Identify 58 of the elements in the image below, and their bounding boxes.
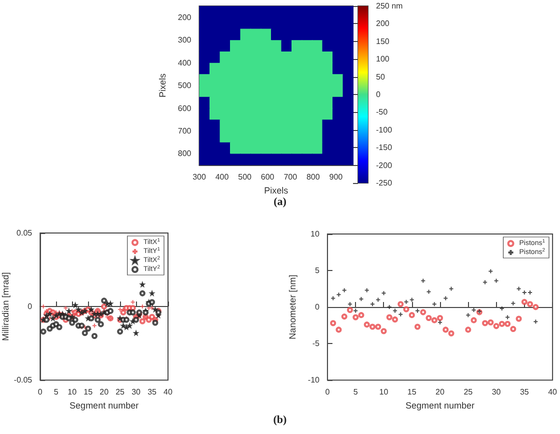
x-tick-label: 40 xyxy=(548,388,558,397)
text: (b) xyxy=(273,414,287,426)
x-tick-label: 10 xyxy=(68,388,78,397)
x-tick-label: 35 xyxy=(148,388,158,397)
y-tick-label: 0 xyxy=(28,302,33,312)
color-bar-label: 200 xyxy=(376,19,390,28)
x-tick-label: 5 xyxy=(54,388,59,397)
y-tick-label: 200 xyxy=(178,12,192,22)
y-tick-label: -0.05 xyxy=(14,376,33,385)
y-tick-label: 0 xyxy=(315,302,320,312)
x-tick-label: 15 xyxy=(407,388,417,397)
x-tick-label: 35 xyxy=(520,388,530,397)
y-tick-label: 600 xyxy=(178,104,192,113)
x-tick-label: 700 xyxy=(284,172,298,182)
x-tick-label: 500 xyxy=(238,172,252,182)
x-tick-label: 0 xyxy=(38,388,43,397)
color-bar-label: 250 nm xyxy=(376,2,404,10)
y-tick-label: 500 xyxy=(178,81,192,90)
x-axis-title: Segment number xyxy=(70,400,139,410)
x-tick-label: 25 xyxy=(116,388,126,397)
y-tick-label: 0.05 xyxy=(16,228,33,238)
x-tick-label: 300 xyxy=(192,172,206,182)
x-tick-label: 600 xyxy=(260,172,275,182)
color-bar-label: -250 xyxy=(376,178,393,188)
color-bar-label: -100 xyxy=(376,125,393,134)
y-tick-label: 400 xyxy=(178,58,192,68)
x-tick-label: 5 xyxy=(353,388,358,397)
x-tick-label: 30 xyxy=(492,388,502,397)
y-tick-label: 10 xyxy=(310,230,320,238)
color-bar-label: 150 xyxy=(376,36,390,46)
x-tick-label: 25 xyxy=(464,388,474,397)
y-tick-label: 800 xyxy=(178,149,192,158)
x-axis-title: Pixels xyxy=(264,186,289,196)
y-axis-title: Milliradian [mrad] xyxy=(0,272,10,341)
color-bar-label: 0 xyxy=(376,90,381,99)
y-tick-label: 700 xyxy=(178,126,192,136)
x-tick-label: 900 xyxy=(329,172,344,182)
x-tick-label: 10 xyxy=(379,388,389,397)
x-tick-label: 20 xyxy=(436,388,446,397)
x-tick-label: 0 xyxy=(325,388,330,397)
color-bar-label: -150 xyxy=(376,143,393,152)
text: (a) xyxy=(274,196,286,208)
x-tick-label: 20 xyxy=(100,388,110,397)
x-tick-label: 40 xyxy=(164,388,173,397)
y-axis-title: Pixels xyxy=(158,73,168,98)
y-tick-label: 300 xyxy=(178,36,192,45)
y-tick-label: -10 xyxy=(308,376,320,385)
x-tick-label: 30 xyxy=(132,388,142,397)
color-bar-label: 50 xyxy=(376,72,386,82)
y-tick-label: 5 xyxy=(315,266,320,276)
color-bar-label: -200 xyxy=(376,160,393,170)
x-axis-title: Segment number xyxy=(405,400,475,410)
color-bar-label: 100 xyxy=(376,54,390,64)
x-tick-label: 15 xyxy=(84,388,94,397)
color-bar-label: -50 xyxy=(376,108,388,117)
x-tick-label: 400 xyxy=(215,172,230,182)
y-tick-label: -5 xyxy=(312,339,320,348)
y-axis-title: Nanometer [nm] xyxy=(288,274,298,340)
